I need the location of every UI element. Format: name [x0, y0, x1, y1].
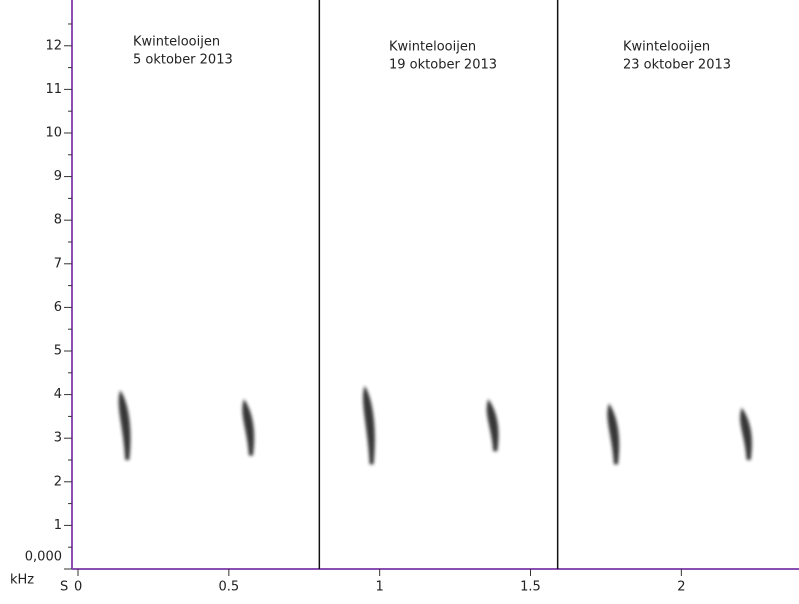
y-tick-label: 10	[45, 125, 62, 140]
annotation-place: Kwintelooijen	[389, 40, 476, 55]
y-tick-label: 0,000	[25, 550, 62, 565]
annotation-place: Kwintelooijen	[623, 40, 710, 55]
y-tick-label: 8	[54, 213, 62, 228]
call	[362, 385, 375, 465]
y-tick-label: 12	[45, 38, 62, 53]
x-tick-label: 0.5	[218, 580, 239, 595]
y-tick-label: 7	[54, 256, 62, 271]
y-tick-label: 4	[54, 387, 62, 402]
x-tick-label: 2	[677, 580, 685, 595]
call	[607, 403, 620, 465]
y-unit: kHz	[10, 573, 34, 588]
call	[242, 398, 255, 456]
y-tick-label: 11	[45, 82, 62, 97]
y-tick-label: 2	[54, 474, 62, 489]
y-tick-label: 9	[54, 169, 62, 184]
x-unit: S	[60, 580, 68, 595]
call	[118, 390, 131, 460]
x-tick-label: 1.5	[520, 580, 541, 595]
annotation-date: 23 oktober 2013	[623, 58, 731, 73]
call	[740, 407, 752, 460]
annotation-date: 5 oktober 2013	[133, 53, 233, 68]
y-tick-label: 1	[54, 518, 62, 533]
annotation-date: 19 oktober 2013	[389, 58, 497, 73]
y-tick-label: 6	[54, 300, 62, 315]
y-tick-label: 5	[54, 343, 62, 358]
call	[486, 398, 499, 452]
x-tick-label: 1	[376, 580, 384, 595]
annotation-place: Kwintelooijen	[133, 35, 220, 50]
y-tick-label: 3	[54, 431, 62, 446]
x-tick-label: 0	[74, 580, 82, 595]
